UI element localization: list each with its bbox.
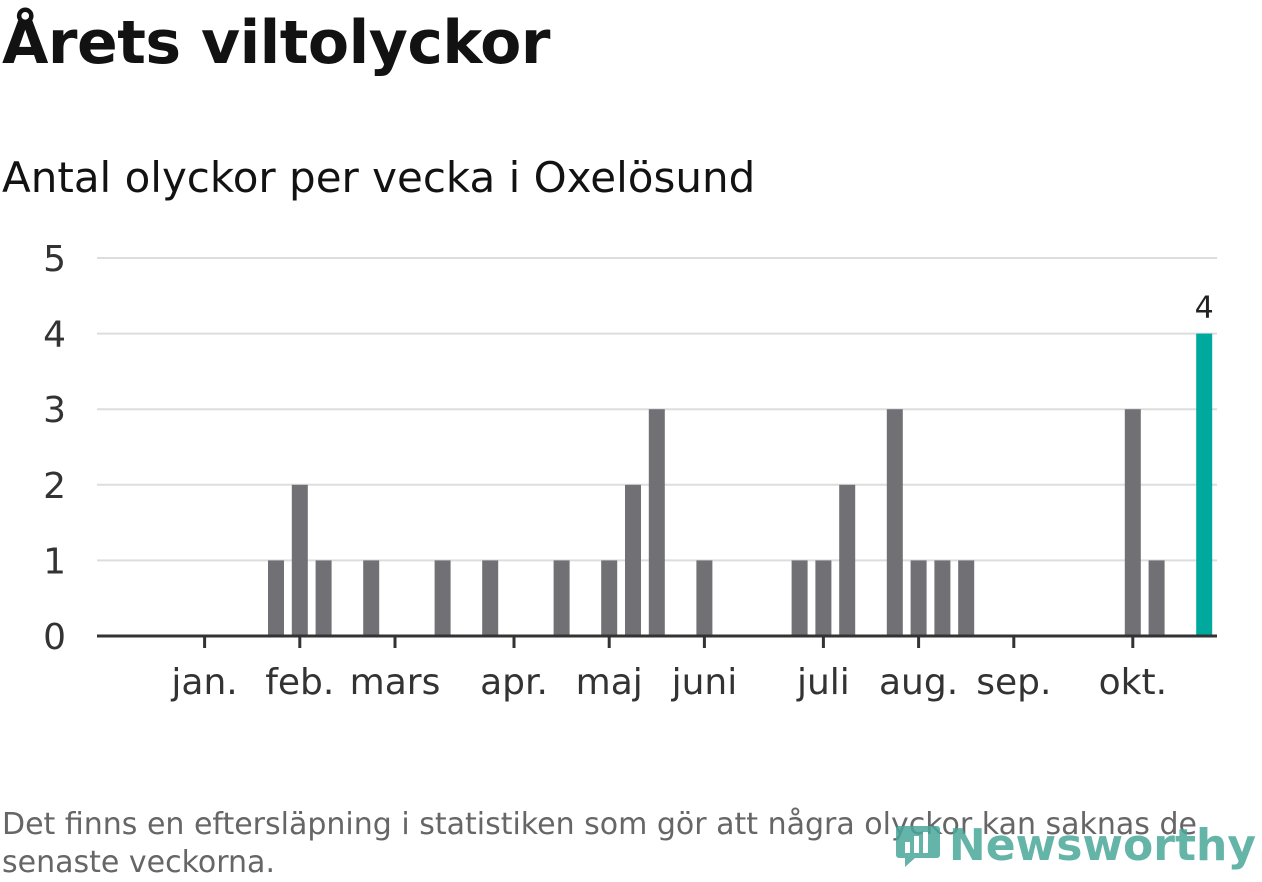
bars bbox=[268, 333, 1213, 636]
bar bbox=[553, 560, 570, 636]
bar bbox=[291, 484, 308, 636]
y-tick-label: 0 bbox=[43, 617, 66, 658]
bar bbox=[601, 560, 618, 636]
chart-title: Årets viltolyckor bbox=[2, 8, 551, 78]
data-labels: 4 bbox=[1195, 291, 1214, 326]
bar bbox=[625, 484, 641, 636]
x-tick-label: jan. bbox=[170, 662, 237, 703]
x-tick-label: apr. bbox=[480, 662, 548, 703]
x-tick-label: juni bbox=[671, 662, 738, 703]
x-tick-label: mars bbox=[350, 662, 441, 703]
bar bbox=[1148, 560, 1165, 636]
bar bbox=[910, 560, 927, 636]
bar bbox=[482, 560, 499, 636]
bar bbox=[315, 560, 332, 636]
newsworthy-logo: Newsworthy bbox=[895, 820, 1256, 871]
chart-logo-icon bbox=[895, 825, 940, 867]
bar bbox=[1124, 409, 1141, 636]
bar bbox=[815, 560, 832, 636]
bar bbox=[886, 409, 903, 636]
x-tick-label: okt. bbox=[1099, 662, 1167, 703]
chart-subtitle: Antal olyckor per vecka i Oxelösund bbox=[2, 153, 756, 202]
x-tick-label: juli bbox=[796, 662, 850, 703]
x-axis: jan. feb. mars apr. maj juni juli aug. sep. okt. bbox=[97, 634, 1217, 703]
bar bbox=[958, 560, 975, 636]
bar-highlight bbox=[1196, 333, 1213, 636]
logo-text: Newsworthy bbox=[948, 820, 1256, 871]
footnote: Det finns en eftersläpning i statistiken… bbox=[2, 807, 1197, 880]
bar bbox=[791, 560, 808, 636]
x-tick-label: feb. bbox=[265, 662, 334, 703]
bar bbox=[696, 560, 713, 636]
x-tick-label: sep. bbox=[976, 662, 1051, 703]
data-label: 4 bbox=[1195, 291, 1214, 326]
y-axis-ticks: 0 1 2 3 4 5 bbox=[43, 239, 66, 658]
x-tick-label: maj bbox=[576, 662, 643, 703]
y-tick-label: 2 bbox=[43, 466, 66, 507]
y-tick-label: 4 bbox=[43, 315, 66, 356]
y-tick-label: 3 bbox=[43, 390, 66, 431]
bar bbox=[839, 484, 856, 636]
x-tick-label: aug. bbox=[879, 662, 958, 703]
bar bbox=[434, 560, 451, 636]
bar bbox=[934, 560, 951, 636]
bar bbox=[363, 560, 380, 636]
y-tick-label: 1 bbox=[43, 541, 66, 582]
bar bbox=[268, 560, 284, 636]
bar bbox=[648, 409, 665, 636]
y-tick-label: 5 bbox=[43, 239, 66, 280]
